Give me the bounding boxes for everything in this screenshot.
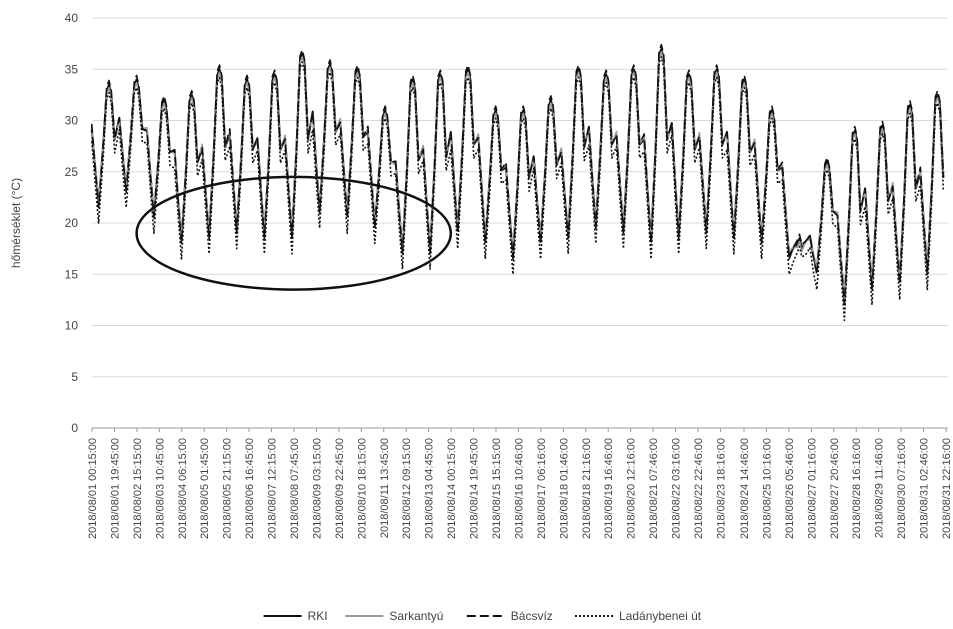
x-tick-label-16: 2018/08/14 00:15:00	[446, 438, 458, 539]
x-tick-label-23: 2018/08/19 16:46:00	[603, 438, 615, 539]
x-tick-label-15: 2018/08/13 04:45:00	[424, 438, 436, 539]
x-tick-label-13: 2018/08/11 13:45:00	[379, 438, 391, 538]
x-tick-label-35: 2018/08/29 11:46:00	[874, 438, 886, 538]
x-tick-label-25: 2018/08/21 07:46:00	[648, 438, 660, 539]
y-tick-25: 25	[65, 165, 79, 179]
x-tick-label-20: 2018/08/17 06:16:00	[536, 438, 548, 539]
gridlines	[92, 17, 948, 429]
y-axis-ticks: 0 5 10 15 20 25 30 35 40	[65, 11, 79, 435]
x-tick-label-12: 2018/08/10 18:15:00	[356, 438, 368, 539]
x-tick-label-0: 2018/08/01 00:15:00	[87, 438, 99, 539]
x-tick-label-17: 2018/08/14 19:45:00	[469, 438, 481, 539]
x-tick-label-37: 2018/08/31 02:46:00	[919, 438, 931, 539]
series-line-lad-nybenei-t	[90, 56, 945, 322]
x-tick-label-31: 2018/08/26 05:46:00	[784, 438, 796, 539]
y-tick-5: 5	[71, 370, 78, 384]
y-tick-30: 30	[65, 114, 79, 128]
x-tick-label-3: 2018/08/03 10:45:00	[154, 438, 166, 539]
x-tick-label-18: 2018/08/15 15:15:00	[491, 438, 503, 539]
y-tick-40: 40	[65, 11, 79, 25]
legend-label-0: RKI	[308, 609, 328, 623]
x-tick-label-27: 2018/08/22 22:46:00	[693, 438, 705, 539]
x-tick-label-2: 2018/08/02 15:15:00	[132, 438, 144, 539]
y-tick-15: 15	[65, 267, 79, 281]
legend: RKI Sarkantyú Bácsvíz Ladánybenei út	[263, 609, 702, 623]
x-tick-label-10: 2018/08/09 03:15:00	[311, 438, 323, 539]
x-tick-label-11: 2018/08/09 22:45:00	[334, 438, 346, 539]
x-tick-label-9: 2018/08/08 07:45:00	[289, 438, 301, 539]
x-tick-label-21: 2018/08/18 01:46:00	[558, 438, 570, 539]
y-tick-35: 35	[65, 62, 79, 76]
x-tick-label-5: 2018/08/05 01:45:00	[199, 438, 211, 539]
x-tick-label-36: 2018/08/30 07:16:00	[896, 438, 908, 539]
x-tick-label-32: 2018/08/27 01:16:00	[806, 438, 818, 539]
x-tick-label-14: 2018/08/12 09:15:00	[401, 438, 413, 539]
annotation-ellipse-0	[135, 175, 453, 291]
y-tick-0: 0	[71, 421, 78, 435]
x-tick-label-34: 2018/08/28 16:16:00	[851, 438, 863, 539]
x-tick-label-38: 2018/08/31 22:16:00	[941, 438, 953, 539]
x-tick-label-33: 2018/08/27 20:46:00	[829, 438, 841, 539]
x-tick-label-30: 2018/08/25 10:16:00	[761, 438, 773, 539]
legend-label-1: Sarkantyú	[389, 609, 443, 623]
y-tick-10: 10	[65, 319, 79, 333]
x-tick-label-22: 2018/08/18 21:16:00	[581, 438, 593, 539]
annotations	[135, 175, 453, 291]
x-tick-label-19: 2018/08/16 10:46:00	[513, 438, 525, 539]
x-tick-label-26: 2018/08/22 03:16:00	[671, 438, 683, 539]
x-tick-label-28: 2018/08/23 18:16:00	[715, 438, 727, 539]
y-axis-label: hőmérséklet (°C)	[9, 178, 23, 268]
x-tick-label-6: 2018/08/05 21:15:00	[222, 438, 234, 539]
x-tick-label-7: 2018/08/06 16:45:00	[244, 438, 256, 539]
series-line-b-csv-z	[90, 43, 945, 306]
x-tick-label-4: 2018/08/04 06:15:00	[177, 438, 189, 539]
y-tick-20: 20	[65, 216, 79, 230]
x-tick-label-8: 2018/08/07 12:15:00	[267, 438, 279, 539]
legend-label-2: Bácsvíz	[511, 609, 553, 623]
series-line-sarkanty-	[90, 51, 945, 299]
x-tick-label-24: 2018/08/20 12:16:00	[626, 438, 638, 539]
x-tick-label-1: 2018/08/01 19:45:00	[109, 438, 121, 539]
legend-label-3: Ladánybenei út	[619, 609, 702, 623]
x-axis-ticks: 2018/08/01 00:15:00 2018/08/01 19:45:00 20…	[87, 428, 953, 539]
series-lines	[90, 43, 945, 322]
x-tick-label-29: 2018/08/24 14:46:00	[739, 438, 751, 539]
